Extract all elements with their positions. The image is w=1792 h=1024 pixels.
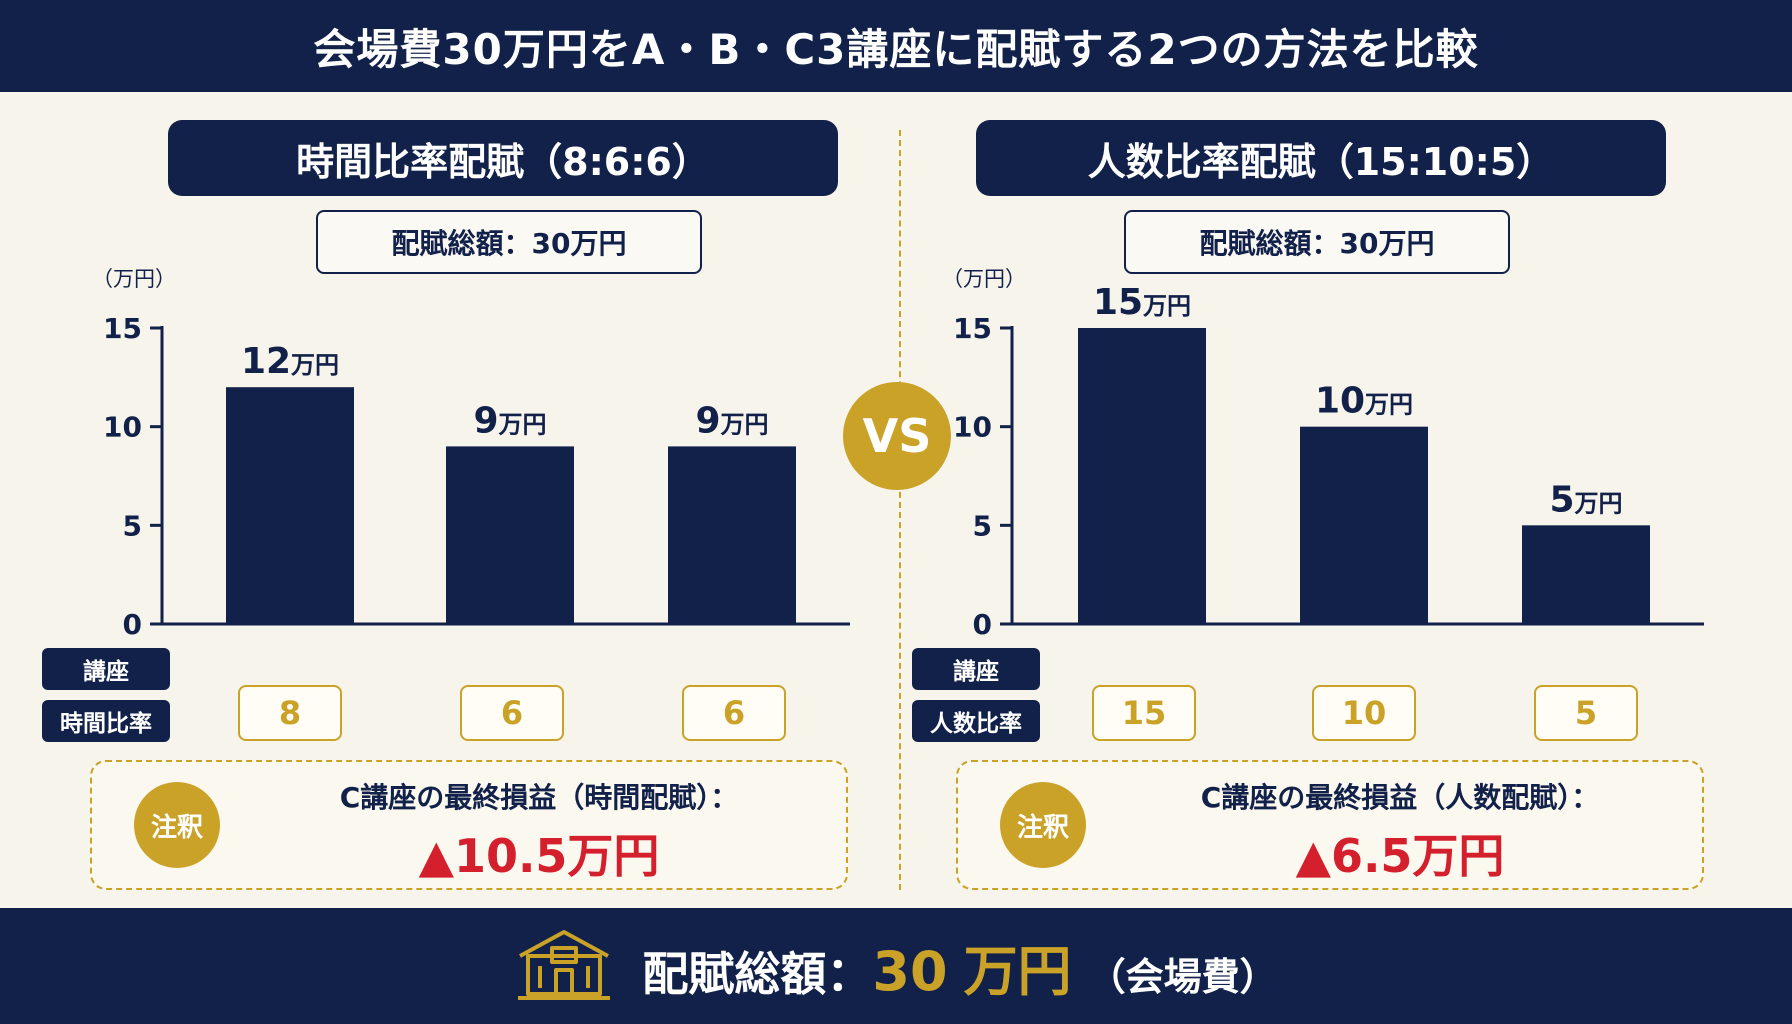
note-loss-value: ▲6.5万円 bbox=[1295, 829, 1505, 883]
headcount-ratio-panel: 人数比率配賦（15:10:5） 配賦総額：30万円 （万円） 0 5 10 15 15万円… bbox=[900, 0, 1780, 900]
panel-title-headcount: 人数比率配賦（15:10:5） bbox=[976, 120, 1666, 196]
note-loss-value: ▲10.5万円 bbox=[418, 829, 660, 883]
page-title: 会場費30万円をA・B・C3講座に配賦する2つの方法を比較 bbox=[0, 0, 1792, 92]
footer-unit: 万円 bbox=[963, 939, 1072, 1003]
row-label-headcount-ratio: 人数比率 bbox=[912, 700, 1040, 742]
data-label: 9万円 bbox=[695, 400, 768, 441]
y-tick-label: 0 bbox=[973, 608, 992, 640]
total-box-headcount: 配賦総額：30万円 bbox=[1124, 210, 1510, 274]
ratio-value-c: 5 bbox=[1534, 685, 1638, 741]
note-badge: 注釈 bbox=[134, 782, 220, 868]
bar-c bbox=[1522, 525, 1650, 624]
panel-title-time: 時間比率配賦（8:6:6） bbox=[168, 120, 838, 196]
y-tick-label: 0 bbox=[123, 608, 142, 640]
data-label: 15万円 bbox=[1093, 282, 1191, 323]
total-box-time: 配賦総額：30万円 bbox=[316, 210, 702, 274]
y-tick-label: 10 bbox=[103, 411, 142, 444]
bar-b bbox=[1300, 426, 1428, 624]
footer-note: （会場費） bbox=[1087, 954, 1278, 999]
note-title: C講座の最終損益（時間配賦）： bbox=[339, 781, 739, 814]
y-axis-unit-label: （万円） bbox=[942, 267, 1026, 291]
note-badge: 注釈 bbox=[1000, 782, 1086, 868]
bar-c bbox=[668, 446, 796, 624]
row-label-course: 講座 bbox=[912, 648, 1040, 690]
building-icon bbox=[518, 930, 611, 1000]
footer-amount: 30 bbox=[872, 939, 948, 1003]
footer-text: 配賦総額：30 万円 （会場費） bbox=[642, 927, 1277, 1006]
footer-label: 配賦総額： bbox=[642, 946, 873, 1001]
y-tick-label: 5 bbox=[973, 509, 992, 542]
row-label-course: 講座 bbox=[42, 648, 170, 690]
data-label: 12万円 bbox=[241, 341, 339, 382]
ratio-value-b: 10 bbox=[1312, 685, 1416, 741]
note-title: C講座の最終損益（人数配賦）： bbox=[1200, 781, 1600, 814]
data-label: 5万円 bbox=[1549, 479, 1622, 520]
y-axis-unit-label: （万円） bbox=[92, 267, 176, 291]
y-tick-label: 15 bbox=[103, 312, 142, 345]
y-tick-label: 5 bbox=[123, 509, 142, 542]
y-tick-label: 10 bbox=[953, 411, 992, 444]
bar-b bbox=[446, 446, 574, 624]
bar-a bbox=[226, 387, 354, 624]
time-ratio-panel: 時間比率配賦（8:6:6） 配賦総額：30万円 （万円）05101512万円A講… bbox=[0, 0, 880, 900]
vs-badge: VS bbox=[843, 382, 951, 490]
ratio-value-c: 6 bbox=[682, 685, 786, 741]
ratio-value-a: 8 bbox=[238, 685, 342, 741]
note-box-headcount: 注釈 C講座の最終損益（人数配賦）： ▲6.5万円 bbox=[956, 760, 1704, 890]
row-label-time-ratio: 時間比率 bbox=[42, 700, 170, 742]
ratio-value-a: 15 bbox=[1092, 685, 1196, 741]
headcount-ratio-bar-chart: （万円）05101515万円A講座10万円B講座5万円C講座 bbox=[942, 267, 1704, 640]
y-tick-label: 15 bbox=[953, 312, 992, 345]
ratio-value-b: 6 bbox=[460, 685, 564, 741]
bar-a bbox=[1078, 328, 1206, 624]
panel-divider bbox=[899, 130, 901, 890]
data-label: 9万円 bbox=[473, 400, 546, 441]
footer-bar: 配賦総額：30 万円 （会場費） bbox=[0, 908, 1792, 1024]
data-label: 10万円 bbox=[1315, 381, 1413, 422]
note-box-time: 注釈 C講座の最終損益（時間配賦）： ▲10.5万円 bbox=[90, 760, 848, 890]
time-ratio-bar-chart: （万円）05101512万円A講座9万円B講座9万円C講座 bbox=[92, 267, 850, 640]
